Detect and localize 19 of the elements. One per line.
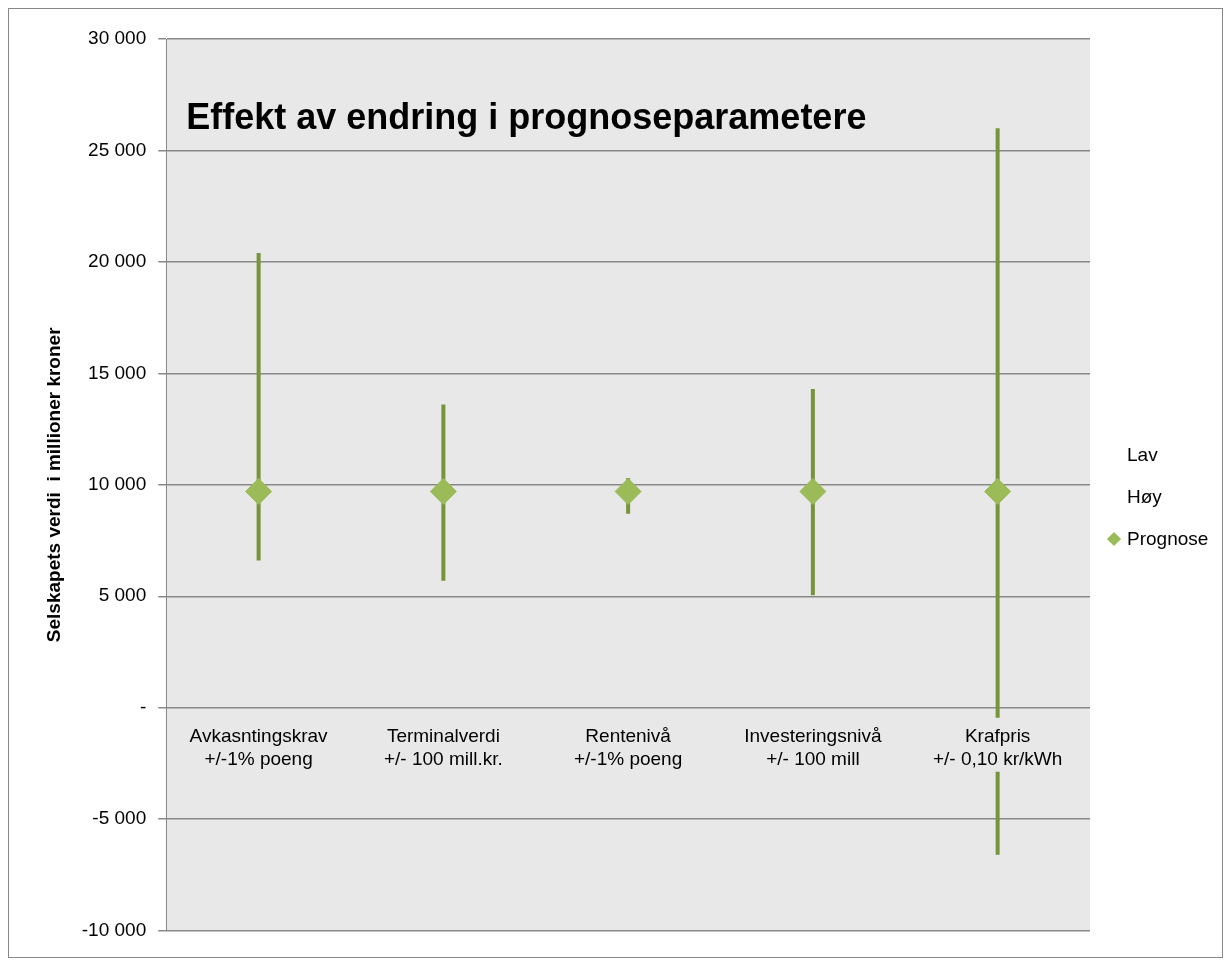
y-tick-label: 10 000 bbox=[88, 473, 147, 495]
x-tick-label: Terminalverdi +/- 100 mill.kr. bbox=[383, 725, 503, 770]
y-tick-label: 5 000 bbox=[98, 584, 147, 606]
text: Effekt av endring i prognoseparametere bbox=[186, 95, 867, 137]
y-tick-label: 25 000 bbox=[88, 138, 147, 160]
y-tick-label: -5 000 bbox=[92, 807, 147, 829]
y-tick-label: 20 000 bbox=[88, 250, 147, 272]
x-tick-label: Investeringsnivå +/- 100 mill bbox=[744, 725, 882, 770]
text: Lav bbox=[1126, 443, 1159, 467]
x-tick-label: Rentenivå +/-1% poeng bbox=[573, 725, 683, 770]
text: Høy bbox=[1126, 485, 1163, 509]
y-tick-label: -10 000 bbox=[81, 918, 147, 940]
y-axis-title: Selskapets verdi i millioner kroner bbox=[42, 326, 64, 643]
x-tick-label: Avkasntingskrav +/-1% poeng bbox=[189, 725, 329, 770]
x-tick-label: Krafpris +/- 0,10 kr/kWh bbox=[932, 725, 1063, 770]
legend-label: Prognose bbox=[1127, 527, 1209, 551]
y-tick-label: 30 000 bbox=[88, 27, 147, 49]
y-tick-label: 15 000 bbox=[88, 361, 147, 383]
y-tick-label: - bbox=[139, 695, 147, 717]
